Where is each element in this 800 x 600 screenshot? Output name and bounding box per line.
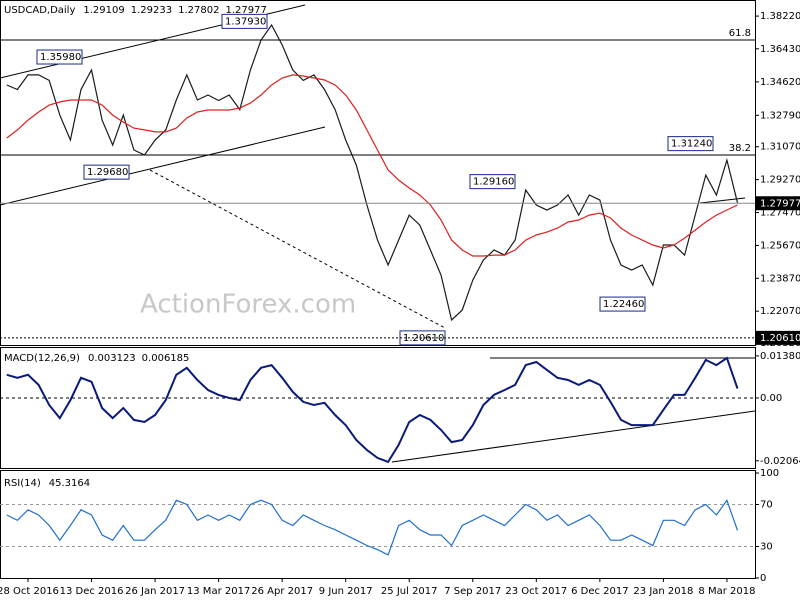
x-tick-label: 28 Oct 2016 — [0, 586, 59, 597]
series-line — [6, 23, 739, 322]
x-tick-label: 26 Jan 2017 — [125, 586, 185, 597]
header-value: 1.27977 — [225, 5, 266, 16]
x-tick-label: 13 Dec 2016 — [60, 586, 124, 597]
trend-lines — [0, 4, 756, 463]
y-tick-label: 1.32790 — [760, 110, 800, 121]
x-tick-label: 23 Jan 2018 — [633, 586, 693, 597]
header-value: 0.003123 — [88, 353, 136, 364]
series-line — [6, 499, 739, 556]
x-tick-label: 26 Apr 2017 — [251, 586, 313, 597]
last-price-box — [756, 196, 800, 211]
annotation-label: 1.29160 — [473, 177, 514, 188]
series-line — [6, 356, 739, 464]
x-tick-label: 13 Mar 2017 — [187, 586, 250, 597]
panel-borders — [0, 0, 756, 579]
y-tick-label: 1.27470 — [760, 208, 800, 219]
y-tick-label: 100 — [760, 468, 779, 479]
y-tick-label: 1.38220 — [760, 11, 800, 22]
annotation-box — [667, 136, 714, 152]
panel-title: MACD(12,26,9) — [4, 353, 80, 364]
y-tick-label: 0 — [760, 573, 766, 584]
y-tick-label: 1.29270 — [760, 175, 800, 186]
x-tick-label: 6 Dec 2017 — [571, 586, 629, 597]
header-value: 1.29109 — [83, 5, 124, 16]
annotation-box — [83, 164, 130, 180]
panel-title: RSI(14) — [4, 478, 41, 489]
x-tick-label: 25 Jul 2017 — [381, 586, 438, 597]
header-value: 45.3164 — [49, 478, 90, 489]
y-tick-label: 1.22070 — [760, 306, 800, 317]
annotation-label: 1.31240 — [671, 139, 712, 150]
y-tick-label: 1.23870 — [760, 273, 800, 284]
annotation-box — [469, 174, 516, 190]
header-value: 1.27802 — [178, 5, 219, 16]
fib-label: 61.8 — [729, 28, 751, 39]
y-tick-label: 70 — [760, 500, 773, 511]
low-label: 1.20610 — [760, 333, 800, 344]
x-tick-label: 7 Sep 2017 — [444, 586, 501, 597]
header-value: 1.29233 — [131, 5, 172, 16]
y-tick-label: -0.020648 — [760, 456, 800, 467]
y-tick-label: 0.00 — [760, 393, 782, 404]
annotation-label: 1.22460 — [603, 299, 644, 310]
y-tick-label: 0.013802 — [760, 351, 800, 362]
header-value: 0.006185 — [142, 353, 190, 364]
panel-title: USDCAD,Daily — [4, 5, 75, 16]
y-tick-label: 1.34620 — [760, 77, 800, 88]
x-tick-label: 23 Oct 2017 — [505, 586, 567, 597]
annotation-box — [221, 13, 268, 29]
y-tick-label: 1.31070 — [760, 142, 800, 153]
y-tick-label: 1.25670 — [760, 240, 800, 251]
watermark: ActionForex.com — [140, 290, 356, 320]
annotation-box — [599, 296, 646, 312]
y-tick-label: 1.36430 — [760, 44, 800, 55]
fib-label: 38.2 — [729, 143, 751, 154]
y-tick-label: 30 — [760, 542, 773, 553]
annotation-label: 1.37930 — [225, 16, 266, 27]
last-price-label: 1.27977 — [760, 198, 800, 209]
x-tick-label: 8 Mar 2018 — [698, 586, 755, 597]
annotation-label: 1.29680 — [87, 167, 128, 178]
annotation-box — [36, 49, 83, 65]
annotation-label: 1.35980 — [40, 52, 81, 63]
annotation-label: 1.20610 — [403, 333, 444, 344]
series-line — [6, 74, 738, 257]
low-box — [756, 330, 800, 345]
x-tick-label: 9 Jun 2017 — [319, 586, 373, 597]
